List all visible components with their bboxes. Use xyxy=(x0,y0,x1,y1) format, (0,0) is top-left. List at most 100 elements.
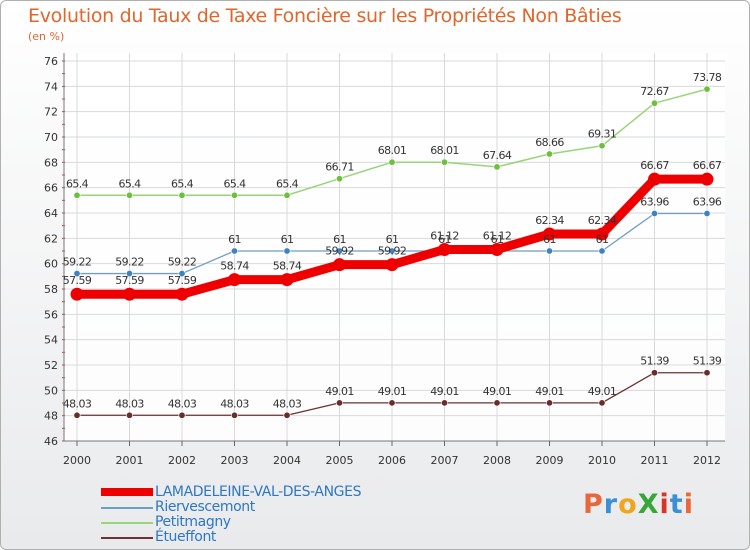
data-label-riervescemont: 61 xyxy=(228,233,241,246)
y-tick-label: 50 xyxy=(44,384,58,397)
x-tick-label: 2001 xyxy=(116,454,144,467)
data-point-petitmagny xyxy=(388,158,396,166)
data-point-petitmagny xyxy=(545,150,553,158)
data-point-etueffont xyxy=(231,411,239,419)
data-point-lamadeleine xyxy=(175,287,189,301)
data-point-riervescemont xyxy=(545,247,553,255)
data-label-etueffont: 48.03 xyxy=(63,397,92,410)
x-tick-label: 2004 xyxy=(273,454,301,467)
y-tick-label: 62 xyxy=(44,232,58,245)
logo-letter: t xyxy=(669,489,684,520)
data-point-petitmagny xyxy=(440,158,448,166)
x-tick-label: 2002 xyxy=(168,454,196,467)
data-label-etueffont: 48.03 xyxy=(273,397,302,410)
data-point-etueffont xyxy=(178,411,186,419)
data-point-petitmagny xyxy=(598,142,606,150)
data-point-etueffont xyxy=(126,411,134,419)
logo-letter: i xyxy=(683,489,694,520)
data-label-lamadeleine: 59.92 xyxy=(378,245,407,258)
y-tick-label: 70 xyxy=(44,131,58,144)
legend-swatch-lamadeleine xyxy=(101,488,153,496)
data-label-riervescemont: 61 xyxy=(596,233,609,246)
data-label-lamadeleine: 61.12 xyxy=(430,229,459,242)
x-tick-label: 2011 xyxy=(641,454,669,467)
data-point-etueffont xyxy=(703,369,711,377)
data-label-lamadeleine: 62.34 xyxy=(535,214,564,227)
data-label-lamadeleine: 57.59 xyxy=(168,274,197,287)
data-label-lamadeleine: 59.92 xyxy=(325,245,354,258)
data-point-petitmagny xyxy=(650,99,658,107)
logo-letter: r xyxy=(603,489,619,520)
data-point-riervescemont xyxy=(703,210,711,218)
logo-letter: i xyxy=(659,489,670,520)
data-label-etueffont: 49.01 xyxy=(535,385,564,398)
data-point-riervescemont xyxy=(388,247,396,255)
data-label-etueffont: 48.03 xyxy=(115,397,144,410)
logo-letter: X xyxy=(637,489,660,520)
plot-area xyxy=(64,53,725,441)
data-label-riervescemont: 63.96 xyxy=(640,196,669,209)
data-label-petitmagny: 67.64 xyxy=(483,149,512,162)
x-tick-label: 2000 xyxy=(63,454,91,467)
data-label-petitmagny: 68.66 xyxy=(535,136,564,149)
data-label-lamadeleine: 66.67 xyxy=(693,159,722,172)
data-point-etueffont xyxy=(650,369,658,377)
data-point-etueffont xyxy=(73,411,81,419)
data-label-riervescemont: 61 xyxy=(438,233,451,246)
data-label-etueffont: 49.01 xyxy=(378,385,407,398)
data-label-petitmagny: 69.31 xyxy=(588,128,617,141)
data-point-lamadeleine xyxy=(700,172,714,186)
x-tick-label: 2006 xyxy=(378,454,406,467)
data-point-riervescemont xyxy=(598,247,606,255)
legend-label-etueffont: Étueffont xyxy=(155,529,217,545)
data-point-petitmagny xyxy=(178,191,186,199)
data-point-etueffont xyxy=(493,399,501,407)
data-point-petitmagny xyxy=(73,191,81,199)
data-label-etueffont: 49.01 xyxy=(325,385,354,398)
y-tick-label: 58 xyxy=(44,283,58,296)
chart-subtitle: (en %) xyxy=(28,30,65,43)
data-label-lamadeleine: 57.59 xyxy=(63,274,92,287)
data-label-riervescemont: 59.22 xyxy=(168,256,197,269)
data-label-etueffont: 49.01 xyxy=(430,385,459,398)
data-point-riervescemont xyxy=(126,270,134,278)
legend-swatch-petitmagny xyxy=(101,522,153,524)
data-label-etueffont: 51.39 xyxy=(693,355,722,368)
data-point-etueffont xyxy=(598,399,606,407)
data-label-petitmagny: 65.4 xyxy=(171,177,194,190)
logo-letter: P xyxy=(583,489,604,520)
data-point-riervescemont xyxy=(73,270,81,278)
data-point-etueffont xyxy=(545,399,553,407)
data-label-lamadeleine: 62.34 xyxy=(588,214,617,227)
data-label-petitmagny: 66.71 xyxy=(325,161,354,174)
data-label-riervescemont: 61 xyxy=(333,233,346,246)
data-point-petitmagny xyxy=(283,191,291,199)
x-tick-label: 2010 xyxy=(588,454,616,467)
data-point-lamadeleine xyxy=(543,227,556,241)
data-label-petitmagny: 65.4 xyxy=(66,177,89,190)
data-point-petitmagny xyxy=(493,163,501,171)
data-point-petitmagny xyxy=(703,85,711,93)
y-tick-label: 54 xyxy=(44,334,58,347)
y-tick-label: 48 xyxy=(44,410,58,423)
data-label-lamadeleine: 61.12 xyxy=(483,229,512,242)
legend-swatch-etueffont xyxy=(101,537,153,539)
data-label-etueffont: 51.39 xyxy=(640,355,669,368)
data-point-lamadeleine xyxy=(123,287,136,301)
data-label-petitmagny: 68.01 xyxy=(430,144,459,157)
x-tick-label: 2008 xyxy=(483,454,511,467)
data-label-lamadeleine: 57.59 xyxy=(115,274,144,287)
data-label-riervescemont: 63.96 xyxy=(693,196,722,209)
data-point-riervescemont xyxy=(231,247,239,255)
x-tick-label: 2009 xyxy=(536,454,564,467)
data-label-lamadeleine: 58.74 xyxy=(220,260,249,273)
data-point-riervescemont xyxy=(335,247,343,255)
data-point-riervescemont xyxy=(283,247,291,255)
data-label-petitmagny: 65.4 xyxy=(223,177,246,190)
data-label-etueffont: 48.03 xyxy=(168,397,197,410)
y-tick-label: 74 xyxy=(44,80,58,93)
data-point-etueffont xyxy=(440,399,448,407)
data-label-petitmagny: 65.4 xyxy=(118,177,141,190)
